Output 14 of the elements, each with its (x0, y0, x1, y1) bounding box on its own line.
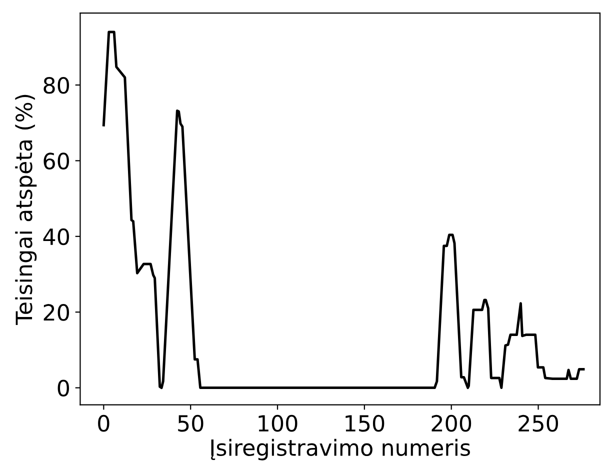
y-tick-label: 0 (58, 380, 69, 397)
x-axis-title: Įsiregistravimo numeris (211, 438, 470, 460)
x-tick-label: 50 (178, 414, 204, 432)
line-series (102, 30, 585, 390)
y-tick-label: 80 (44, 76, 69, 94)
y-tick-label: 60 (44, 152, 69, 170)
x-tick-label: 0 (98, 414, 110, 432)
x-tick-label: 100 (258, 414, 298, 432)
x-tick-label: 200 (432, 414, 472, 432)
x-tick-label: 250 (518, 414, 558, 432)
y-tick-label: 20 (44, 304, 69, 321)
x-tick-label: 150 (346, 414, 384, 432)
y-tick-label: 40 (43, 228, 69, 246)
y-axis-title: Teisingai atspėta (%) (15, 94, 37, 326)
